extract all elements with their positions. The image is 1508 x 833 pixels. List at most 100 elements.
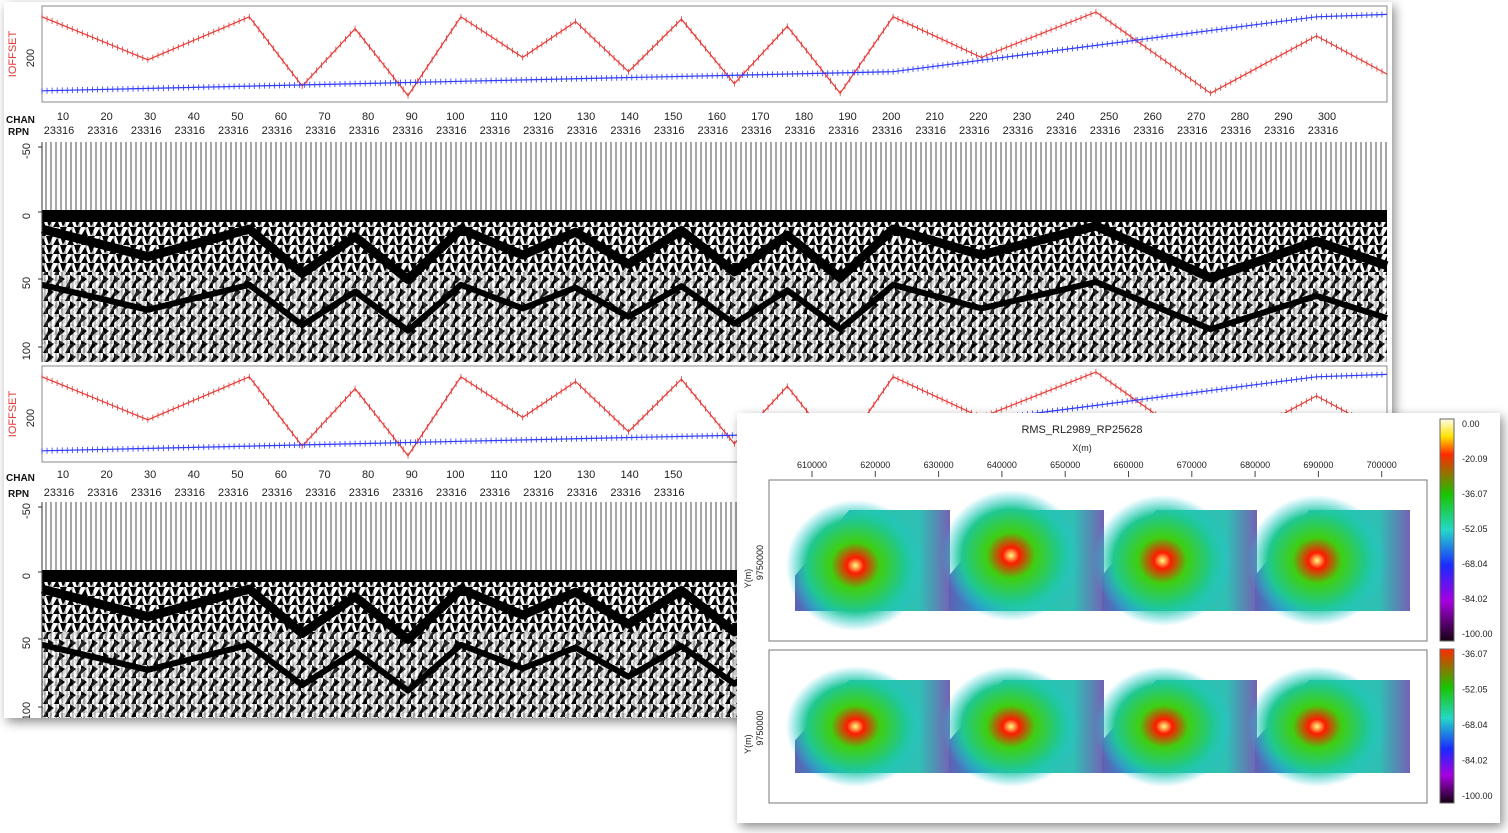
offset-line: [41, 11, 1388, 97]
rpn-tick-label: 23316: [349, 125, 380, 137]
rpn-tick-label: 23316: [218, 487, 249, 499]
chan-tick-label: 80: [362, 469, 374, 481]
time-tick-label: 100: [21, 702, 33, 718]
chan-tick-label: 120: [533, 111, 551, 123]
rpn-tick-label: 23316: [349, 487, 380, 499]
chan-tick-label: 20: [100, 469, 112, 481]
chan-tick-label: 20: [100, 111, 112, 123]
rpn-tick-label: 23316: [567, 125, 598, 137]
pre-arrival-traces: [42, 142, 1387, 210]
rpn-tick-label: 23316: [1264, 125, 1295, 137]
rms-source-hotspot: [1247, 666, 1387, 787]
chan-tick-label: 70: [318, 469, 330, 481]
rpn-tick-label: 23316: [436, 487, 467, 499]
chan-label: CHAN: [6, 473, 35, 484]
chan-tick-label: 210: [926, 111, 944, 123]
chan-label: CHAN: [6, 115, 35, 126]
rms-colorbar-label: 0.00: [1462, 419, 1480, 429]
rpn-tick-label: 23316: [392, 487, 423, 499]
chan-tick-label: 100: [446, 469, 464, 481]
rpn-tick-label: 23316: [1046, 125, 1077, 137]
rpn-tick-label: 23316: [915, 125, 946, 137]
chan-tick-label: 40: [188, 111, 200, 123]
rms-x-tick-label: 690000: [1303, 460, 1333, 470]
chan-tick-label: 260: [1143, 111, 1161, 123]
rpn-tick-label: 23316: [697, 125, 728, 137]
rms-source-hotspot: [1247, 494, 1387, 627]
chan-tick-label: 60: [275, 111, 287, 123]
rms-source-hotspot: [1094, 666, 1234, 787]
rpn-tick-label: 23316: [305, 125, 336, 137]
rpn-tick-label: 23316: [480, 125, 511, 137]
chan-tick-label: 100: [446, 111, 464, 123]
rpn-tick-label: 23316: [131, 487, 162, 499]
rpn-tick-label: 23316: [872, 125, 903, 137]
time-tick-label: -50: [21, 503, 33, 519]
rpn-tick-label: 23316: [959, 125, 990, 137]
rms-source-hotspot: [785, 666, 926, 787]
rpn-tick-label: 23316: [174, 125, 205, 137]
time-tick-label: 0: [21, 573, 33, 579]
rpn-tick-label: 23316: [654, 125, 685, 137]
chan-tick-label: 60: [275, 469, 287, 481]
rpn-tick-label: 23316: [392, 125, 423, 137]
rms-x-tick-label: 660000: [1113, 460, 1143, 470]
chan-tick-label: 230: [1013, 111, 1031, 123]
rms-colorbar: [1439, 648, 1455, 804]
rms-colorbar-label: -84.02: [1462, 594, 1488, 604]
chan-tick-label: 200: [882, 111, 900, 123]
rpn-tick-label: 23316: [174, 487, 205, 499]
rms-x-tick-label: 640000: [987, 460, 1017, 470]
rpn-tick-label: 23316: [523, 487, 554, 499]
time-tick-label: 50: [21, 637, 33, 649]
rpn-tick-label: 23316: [1177, 125, 1208, 137]
rms-source-hotspot: [785, 499, 926, 632]
rpn-tick-label: 23316: [610, 487, 641, 499]
rpn-tick-label: 23316: [828, 125, 859, 137]
chan-tick-label: 160: [708, 111, 726, 123]
rms-colorbar-label: -100.00: [1462, 629, 1493, 639]
rms-colorbar-label: -36.07: [1462, 489, 1488, 499]
chan-tick-label: 90: [406, 469, 418, 481]
seismic-section: -50 0 50 100: [21, 142, 1389, 362]
seismic-gather-panel: IOFFSET 200 CHAN RPN 10 23316 20 23316 30 23316 40…: [4, 2, 1392, 720]
chan-tick-label: 140: [620, 469, 638, 481]
rpn-tick-label: 23316: [131, 125, 162, 137]
rpn-label: RPN: [8, 127, 29, 138]
rpn-tick-label: 23316: [262, 487, 293, 499]
chan-tick-label: 170: [751, 111, 769, 123]
rpn-tick-label: 23316: [1221, 125, 1252, 137]
rpn-tick-label: 23316: [567, 487, 598, 499]
chan-tick-label: 50: [231, 469, 243, 481]
rms-colorbar-label: -84.02: [1462, 756, 1488, 766]
deep-wiggle-traces: [42, 272, 1387, 362]
chan-tick-label: 80: [362, 111, 374, 123]
rms-y-tick-label: 9750000: [755, 545, 765, 580]
rms-source-hotspot: [941, 489, 1081, 622]
chan-tick-label: 250: [1100, 111, 1118, 123]
chan-tick-label: 270: [1187, 111, 1205, 123]
rpn-tick-label: 23316: [87, 125, 118, 137]
rpn-tick-label: 23316: [741, 125, 772, 137]
rms-colorbar-label: -100.00: [1462, 791, 1493, 801]
chan-tick-label: 30: [144, 469, 156, 481]
time-tick-label: 100: [21, 342, 33, 360]
rms-map-panel: RMS_RL2989_RP25628 X(m) 610000 620000 630000…: [737, 413, 1500, 823]
rpn-tick-label: 23316: [218, 125, 249, 137]
rms-ylabel: Y(m): [743, 569, 753, 589]
first-break-band: [42, 210, 1387, 222]
rms-map-svg: RMS_RL2989_RP25628 X(m) 610000 620000 630000…: [743, 418, 1493, 804]
rms-colorbar-label: -68.04: [1462, 559, 1488, 569]
rms-colorbar-label: -36.07: [1462, 649, 1488, 659]
chan-tick-label: 130: [577, 111, 595, 123]
chan-tick-label: 30: [144, 111, 156, 123]
rms-map-row-1: Y(m) 9750000 0.00 -20.09 -36.07 -52.05 -68.04 -…: [743, 418, 1493, 642]
rpn-label: RPN: [8, 489, 29, 500]
offset-tick-label: 200: [25, 49, 37, 67]
chan-tick-label: 190: [838, 111, 856, 123]
chan-tick-label: 150: [664, 469, 682, 481]
rms-title: RMS_RL2989_RP25628: [1021, 424, 1142, 436]
chan-tick-label: 290: [1274, 111, 1292, 123]
rms-colorbar: [1439, 418, 1455, 642]
